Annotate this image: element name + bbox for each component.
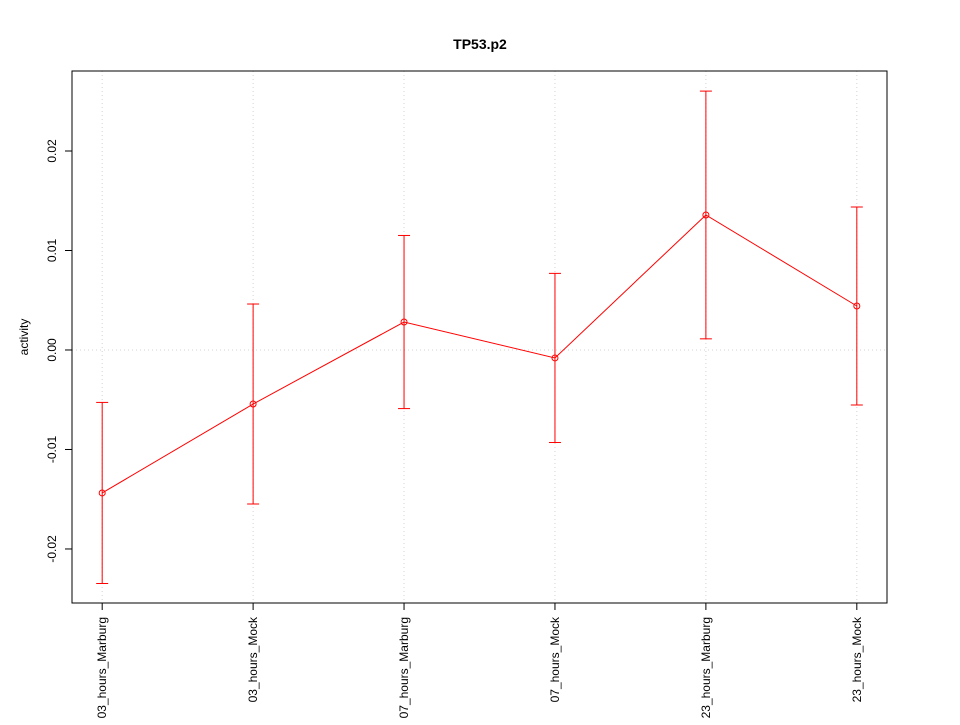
point [853, 302, 861, 310]
point [702, 211, 710, 219]
plot-frame [71, 70, 888, 604]
y-tick-label: -0.02 [45, 535, 59, 563]
x-tick-label: 07_hours_Marburg [397, 617, 411, 718]
y-tick-label: 0.02 [45, 139, 59, 163]
point [249, 400, 257, 408]
y-tick-label: 0.00 [45, 338, 59, 362]
point [400, 318, 408, 326]
point [98, 489, 106, 497]
y-tick-label: 0.01 [45, 238, 59, 262]
y-axis-label: activity [17, 319, 31, 356]
chart-title: TP53.p2 [453, 36, 507, 52]
x-tick-label: 03_hours_Marburg [95, 617, 109, 718]
series-line [101, 214, 858, 494]
y-tick-label: -0.01 [45, 435, 59, 463]
x-tick-label: 03_hours_Mock [246, 616, 260, 702]
point [551, 354, 559, 362]
x-tick-label: 23_hours_Mock [850, 616, 864, 702]
x-tick-label: 07_hours_Mock [548, 616, 562, 702]
x-tick-label: 23_hours_Marburg [699, 617, 713, 718]
